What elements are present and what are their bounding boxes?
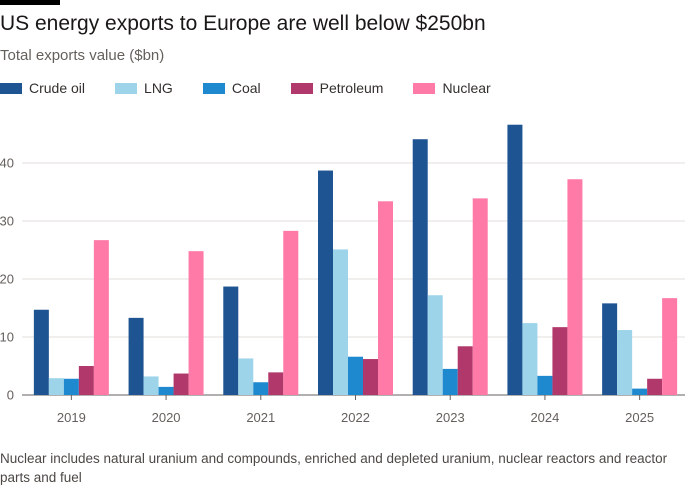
legend-swatch [115,82,138,94]
bar-nuclear-2023 [472,198,488,395]
legend-swatch [202,82,225,94]
x-tick-label: 2019 [57,410,86,425]
bar-petroleum-2024 [552,327,568,395]
bar-coal-2022 [348,356,363,395]
bar-petroleum-2022 [363,359,378,395]
x-tick-label: 2025 [625,410,654,425]
bar-coal-2020 [158,386,174,395]
bar-petroleum-2025 [647,378,663,395]
top-rule [0,0,60,5]
bar-crude-oil-2019 [33,309,49,395]
bar-coal-2023 [442,368,458,395]
chart-title: US energy exports to Europe are well bel… [0,12,486,35]
bar-petroleum-2023 [457,346,473,395]
bar-petroleum-2019 [78,366,94,395]
bar-nuclear-2020 [188,251,204,395]
bar-chart: 0 10 20 30 40 2019 2020 2021 2022 2023 2024 2025 [0,124,685,425]
bar-lng-2020 [143,376,159,395]
y-tick-label: 30 [0,214,14,229]
bar-lng-2023 [427,295,443,395]
legend-label: Coal [231,80,261,96]
legend-swatch [413,82,436,94]
footnote: Nuclear includes natural uranium and com… [0,451,668,485]
legend: Crude oil LNG Coal Petroleum Nuclear [0,80,491,96]
x-tick-label: 2022 [341,410,370,425]
legend-label: Nuclear [442,80,491,96]
chart-subtitle: Total exports value ($bn) [0,47,165,64]
y-tick-label: 40 [0,156,14,171]
legend-item-lng: LNG [115,80,173,96]
bar-nuclear-2024 [567,179,583,395]
bar-nuclear-2025 [662,298,678,395]
legend-item-coal: Coal [202,80,261,96]
bar-nuclear-2021 [283,230,299,395]
y-tick-label: 20 [0,272,14,287]
legend-swatch [0,82,22,94]
bar-nuclear-2019 [93,240,109,395]
bar-petroleum-2021 [268,372,284,395]
legend-label: LNG [144,80,173,96]
bar-lng-2019 [48,378,64,395]
bar-crude-oil-2021 [223,286,239,395]
bar-coal-2024 [537,375,553,395]
legend-label: Crude oil [29,80,86,96]
bar-crude-oil-2020 [128,317,144,395]
y-tick-label: 0 [7,388,14,403]
legend-item-crude-oil: Crude oil [0,80,85,96]
x-tick-label: 2021 [246,410,275,425]
bar-lng-2022 [333,249,348,395]
bar-crude-oil-2025 [602,303,618,395]
bar-coal-2021 [253,382,269,395]
bar-crude-oil-2023 [412,139,428,395]
x-tick-label: 2023 [436,410,465,425]
bar-crude-oil-2022 [318,170,333,395]
y-tick-label: 10 [0,330,14,345]
legend-item-nuclear: Nuclear [413,80,491,96]
bar-lng-2021 [238,358,254,395]
x-tick-label: 2024 [530,410,559,425]
bar-coal-2025 [632,388,648,395]
bar-crude-oil-2024 [507,124,523,395]
bar-petroleum-2020 [173,373,189,395]
bar-coal-2019 [63,378,79,395]
x-tick-label: 2020 [152,410,181,425]
legend-swatch [290,82,313,94]
bar-nuclear-2022 [378,201,393,395]
bar-lng-2025 [617,330,633,395]
bar-lng-2024 [522,323,538,395]
legend-item-petroleum: Petroleum [290,80,384,96]
legend-label: Petroleum [319,80,384,96]
